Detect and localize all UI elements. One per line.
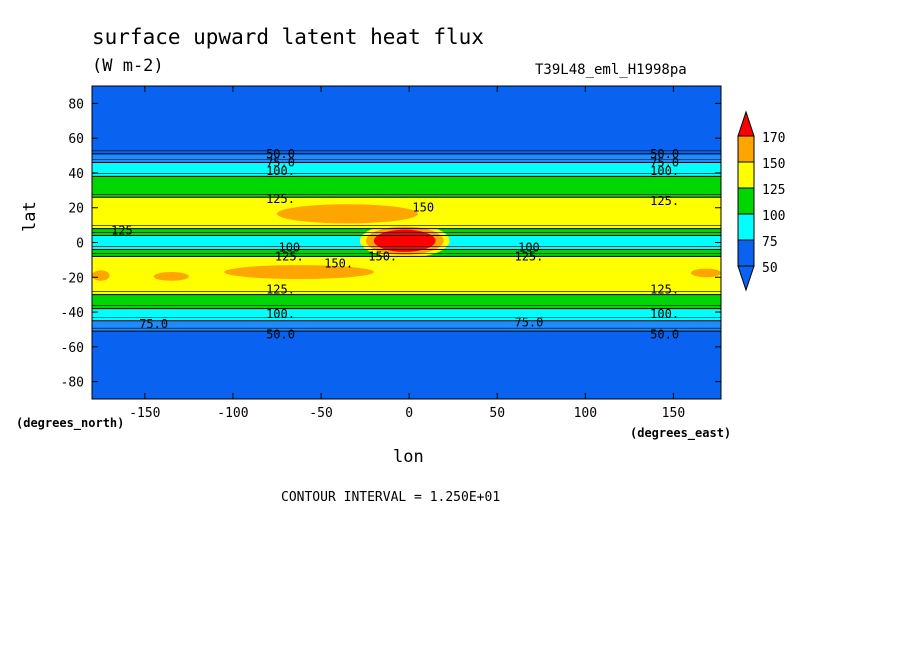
x-axis-units: (degrees_east) [630, 426, 732, 440]
zonal-band [92, 86, 721, 154]
subtropical-max [224, 265, 374, 280]
contour-label: 125. [275, 249, 304, 263]
zonal-band [92, 153, 721, 163]
contour-label: 125 [111, 223, 133, 237]
contour-label: 100 [278, 241, 300, 255]
contour-interval-note: CONTOUR INTERVAL = 1.250E+01 [281, 490, 501, 505]
colorbar-over-arrow [737, 110, 755, 137]
colorbar-swatch [737, 135, 755, 163]
contour-label: 125. [266, 282, 295, 296]
x-tick-label: -150 [129, 406, 160, 421]
chart-title: surface upward latent heat flux [92, 25, 484, 49]
contour-label: 50.0 [266, 147, 295, 161]
contour-label: 100 [518, 241, 540, 255]
y-tick-label: -80 [61, 376, 84, 391]
colorbar-swatch [737, 239, 755, 267]
contour-label: 50.0 [650, 328, 679, 342]
y-tick-label: -20 [61, 271, 84, 286]
colorbar-swatch [737, 161, 755, 189]
y-axis-label: lat [20, 201, 40, 232]
colorbar-label: 170 [762, 131, 785, 146]
colorbar-label: 50 [762, 261, 778, 276]
contour-label: 150. [324, 256, 353, 270]
y-tick-label: 80 [68, 97, 84, 112]
colorbar-under-arrow [737, 265, 755, 292]
y-tick-label: 20 [68, 202, 84, 217]
contour-label: 150. [368, 249, 397, 263]
contour-label: 75.0 [139, 317, 168, 331]
contour-label: 100. [266, 307, 295, 321]
x-axis-label: lon [393, 447, 424, 467]
zonal-band [92, 331, 721, 399]
contour-label: 125. [650, 194, 679, 208]
y-tick-label: -60 [61, 341, 84, 356]
y-axis-units: (degrees_north) [16, 416, 125, 430]
subtropical-max [691, 268, 721, 278]
run-id: T39L48_eml_H1998pa [535, 62, 687, 78]
zonal-band [92, 176, 721, 198]
contour-label: 100. [650, 164, 679, 178]
contour-label: 75.0 [514, 315, 543, 329]
x-tick-label: -100 [217, 406, 248, 421]
contour-label: 50.0 [266, 328, 295, 342]
colorbar-label: 125 [762, 183, 785, 198]
y-tick-label: 0 [76, 237, 84, 252]
contour-label: 75.0 [266, 156, 295, 170]
zonal-band [92, 256, 721, 295]
subtropical-max [92, 270, 110, 281]
x-tick-label: 100 [574, 406, 597, 421]
x-tick-label: -50 [309, 406, 332, 421]
y-tick-label: 40 [68, 167, 84, 182]
y-tick-label: -40 [61, 306, 84, 321]
contour-label: 100. [650, 307, 679, 321]
zonal-band [92, 294, 721, 309]
colorbar-label: 100 [762, 209, 785, 224]
colorbar-label: 150 [762, 157, 785, 172]
x-tick-label: 50 [489, 406, 505, 421]
x-tick-label: 0 [405, 406, 413, 421]
chart-units: (W m-2) [92, 56, 164, 76]
x-tick-label: 150 [662, 406, 685, 421]
contour-label: 125. [266, 192, 295, 206]
zonal-band [92, 308, 721, 321]
contour-label: 125. [650, 282, 679, 296]
contour-label: 150 [412, 201, 434, 215]
y-tick-label: 60 [68, 132, 84, 147]
colorbar-swatch [737, 187, 755, 215]
subtropical-max [153, 272, 189, 281]
contour-label: 125. [514, 249, 543, 263]
zonal-band [92, 320, 721, 332]
colorbar-label: 75 [762, 235, 778, 250]
subtropical-max [277, 204, 418, 224]
contour-label: 100. [266, 164, 295, 178]
zonal-band [92, 162, 721, 177]
contour-label: 75.0 [650, 156, 679, 170]
colorbar-swatch [737, 213, 755, 241]
contour-label: 50.0 [650, 147, 679, 161]
